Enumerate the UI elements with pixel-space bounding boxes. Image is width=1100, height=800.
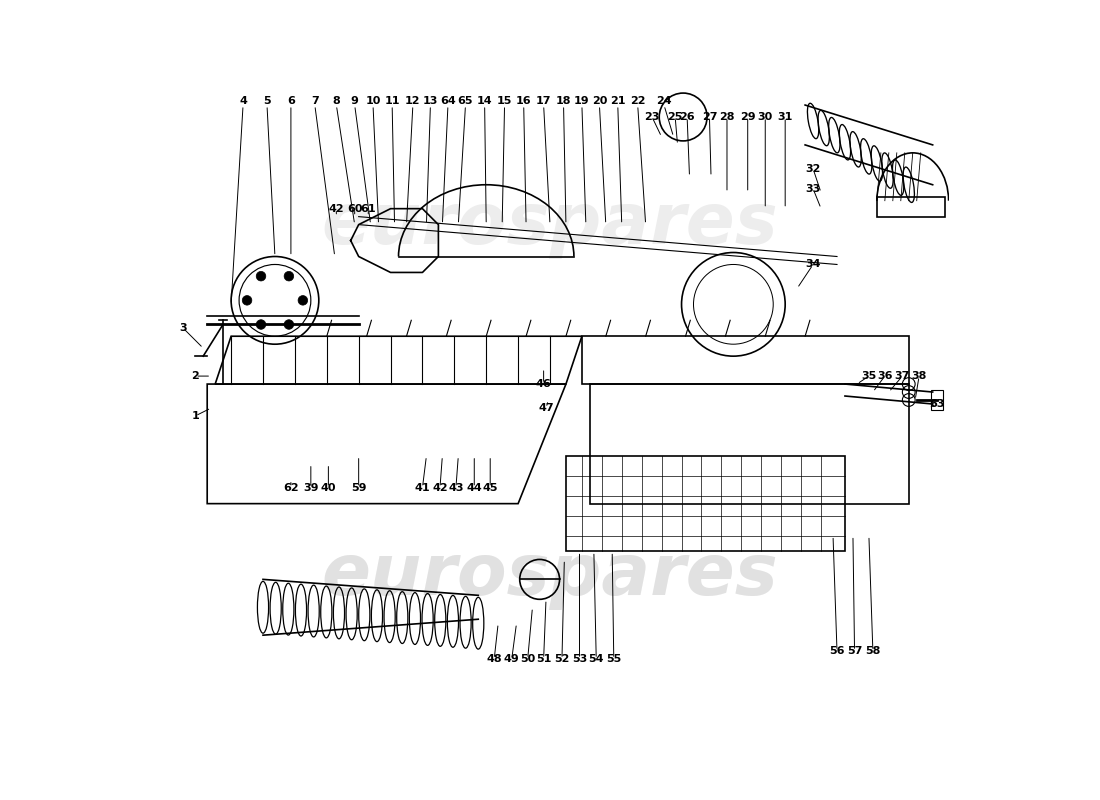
Text: 13: 13 bbox=[422, 96, 438, 106]
Text: 20: 20 bbox=[592, 96, 607, 106]
Bar bbox=[931, 390, 943, 410]
Text: 35: 35 bbox=[861, 371, 877, 381]
Text: eurospares: eurospares bbox=[321, 541, 779, 610]
Text: 25: 25 bbox=[668, 112, 683, 122]
Text: 60: 60 bbox=[346, 204, 362, 214]
Text: 10: 10 bbox=[365, 96, 381, 106]
Text: 49: 49 bbox=[504, 654, 519, 664]
Text: 52: 52 bbox=[554, 654, 570, 664]
Text: 51: 51 bbox=[536, 654, 551, 664]
Circle shape bbox=[242, 295, 252, 305]
Text: 33: 33 bbox=[805, 184, 821, 194]
Text: 26: 26 bbox=[680, 112, 695, 122]
Text: 38: 38 bbox=[912, 371, 927, 381]
Text: 36: 36 bbox=[877, 371, 892, 381]
Text: 4: 4 bbox=[239, 96, 248, 106]
Text: 22: 22 bbox=[630, 96, 646, 106]
Text: 65: 65 bbox=[458, 96, 473, 106]
Text: 53: 53 bbox=[572, 654, 587, 664]
Circle shape bbox=[284, 320, 294, 330]
Text: 42: 42 bbox=[432, 482, 448, 493]
Circle shape bbox=[256, 320, 266, 330]
Text: 31: 31 bbox=[778, 112, 793, 122]
Text: 3: 3 bbox=[179, 323, 187, 334]
Text: 6: 6 bbox=[287, 96, 295, 106]
Circle shape bbox=[256, 271, 266, 281]
Text: 57: 57 bbox=[847, 646, 862, 656]
Text: 16: 16 bbox=[516, 96, 531, 106]
Text: 21: 21 bbox=[610, 96, 626, 106]
Text: 54: 54 bbox=[588, 654, 604, 664]
Text: 58: 58 bbox=[866, 646, 881, 656]
Text: 63: 63 bbox=[928, 399, 945, 409]
Text: 47: 47 bbox=[538, 403, 553, 413]
Text: eurospares: eurospares bbox=[321, 541, 779, 610]
Text: 12: 12 bbox=[405, 96, 420, 106]
Bar bbox=[877, 197, 945, 217]
Text: 18: 18 bbox=[556, 96, 571, 106]
Text: 61: 61 bbox=[361, 204, 376, 214]
Text: 17: 17 bbox=[536, 96, 551, 106]
Text: 48: 48 bbox=[486, 654, 502, 664]
Text: 28: 28 bbox=[719, 112, 735, 122]
Text: 11: 11 bbox=[384, 96, 400, 106]
Text: 15: 15 bbox=[497, 96, 513, 106]
Bar bbox=[565, 456, 845, 551]
Circle shape bbox=[298, 295, 308, 305]
Text: 23: 23 bbox=[645, 112, 660, 122]
Text: 50: 50 bbox=[520, 654, 536, 664]
Text: 8: 8 bbox=[332, 96, 340, 106]
Text: 32: 32 bbox=[805, 164, 821, 174]
Text: 39: 39 bbox=[304, 482, 319, 493]
Text: 37: 37 bbox=[894, 371, 910, 381]
Text: 1: 1 bbox=[191, 411, 199, 421]
Text: eurospares: eurospares bbox=[321, 190, 779, 259]
Text: 9: 9 bbox=[351, 96, 359, 106]
Text: 64: 64 bbox=[440, 96, 455, 106]
Text: 42: 42 bbox=[329, 204, 344, 214]
Text: 27: 27 bbox=[702, 112, 717, 122]
Text: 55: 55 bbox=[606, 654, 621, 664]
Text: 43: 43 bbox=[448, 482, 464, 493]
Text: 30: 30 bbox=[758, 112, 773, 122]
Circle shape bbox=[284, 271, 294, 281]
Text: 44: 44 bbox=[466, 482, 482, 493]
Text: 29: 29 bbox=[740, 112, 756, 122]
Text: 5: 5 bbox=[263, 96, 271, 106]
Text: 45: 45 bbox=[483, 482, 498, 493]
Text: 7: 7 bbox=[311, 96, 319, 106]
Text: 40: 40 bbox=[320, 482, 337, 493]
Text: 34: 34 bbox=[805, 259, 821, 270]
Text: 59: 59 bbox=[351, 482, 366, 493]
Text: 46: 46 bbox=[536, 379, 551, 389]
Text: 62: 62 bbox=[283, 482, 299, 493]
Text: 56: 56 bbox=[829, 646, 845, 656]
Text: 41: 41 bbox=[415, 482, 430, 493]
Text: 14: 14 bbox=[476, 96, 493, 106]
Text: 24: 24 bbox=[657, 96, 672, 106]
Text: 2: 2 bbox=[191, 371, 199, 381]
Text: 19: 19 bbox=[574, 96, 590, 106]
